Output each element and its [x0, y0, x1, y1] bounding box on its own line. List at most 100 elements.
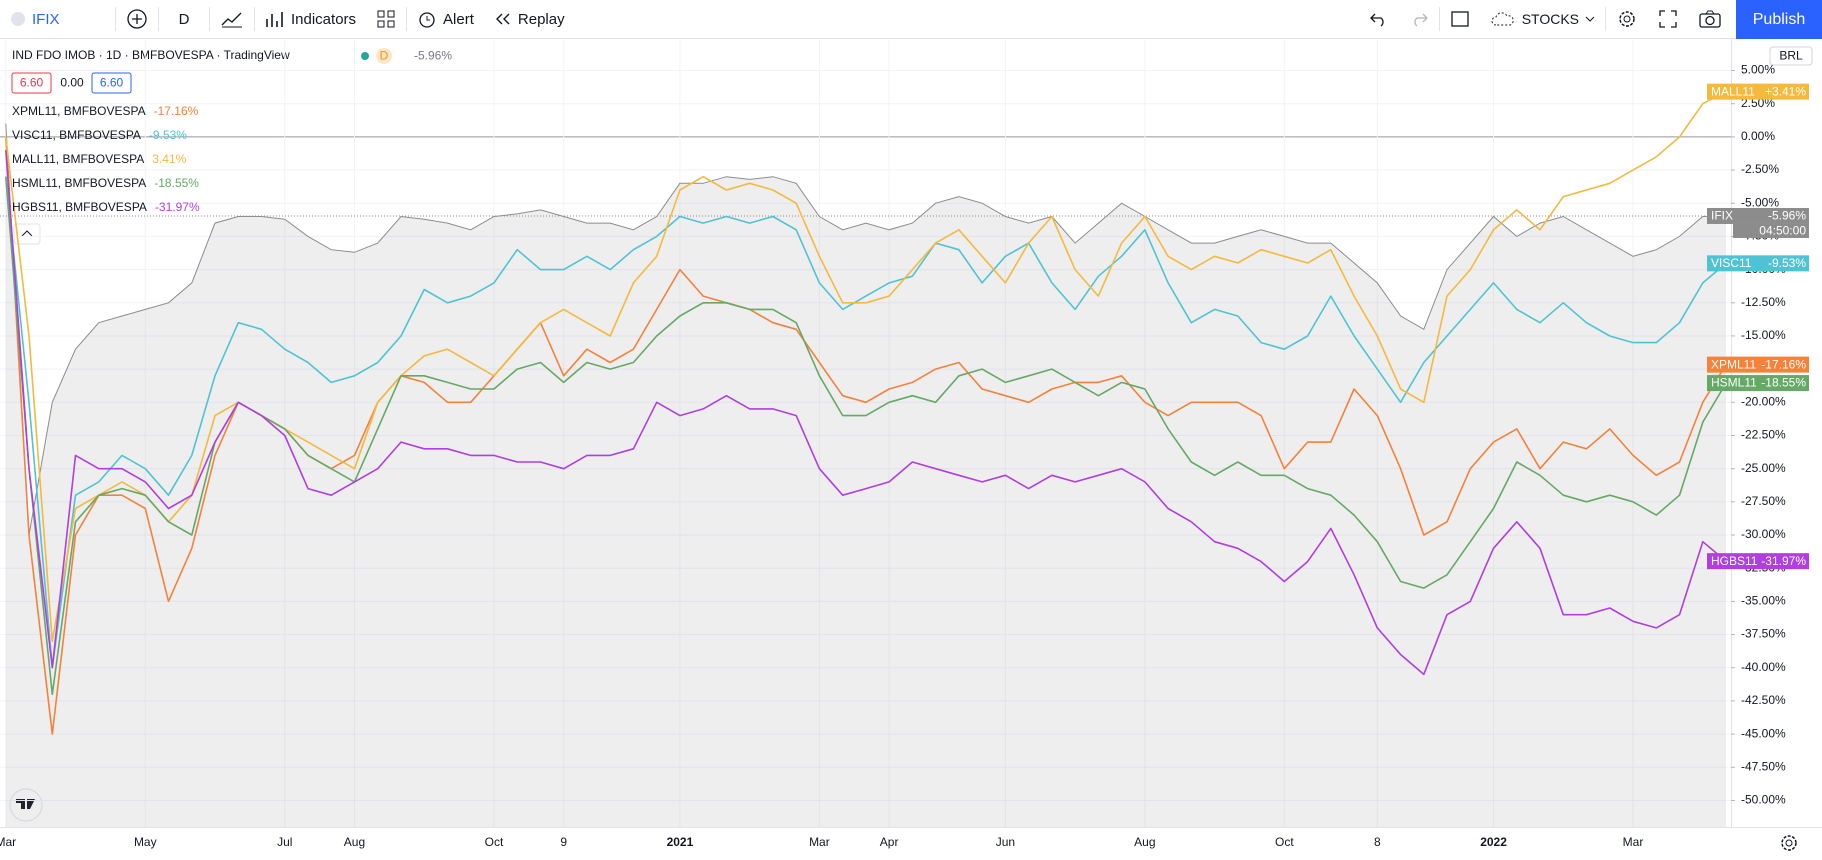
y-tick-label: -12.50% [1741, 295, 1786, 309]
alert-button[interactable]: Alert [407, 0, 484, 39]
series-tag-value: -17.16% [1761, 357, 1806, 371]
publish-button[interactable]: Publish [1736, 0, 1822, 39]
y-tick-label: -40.00% [1741, 660, 1786, 674]
replay-icon [495, 13, 510, 25]
series-tag-name: HSML11 [1711, 376, 1757, 390]
legend-change: -9.53% [149, 128, 187, 142]
x-tick-label: Aug [1134, 835, 1155, 849]
spread: 0.00 [60, 76, 84, 90]
legend-change: -18.55% [154, 176, 199, 190]
y-tick-label: -27.50% [1741, 494, 1786, 508]
axis-settings[interactable] [1781, 835, 1797, 851]
y-tick-label: -42.50% [1741, 693, 1786, 707]
settings-icon [1619, 11, 1635, 27]
price-axis-border [1731, 39, 1732, 827]
collapse-legend[interactable] [13, 223, 41, 245]
compare-icon [127, 9, 147, 29]
legend-change: 3.41% [152, 152, 186, 166]
legend-label: VISC11, BMFBOVESPA [12, 128, 141, 142]
x-tick-label: 2022 [1480, 835, 1507, 849]
legend-label: XPML11, BMFBOVESPA [12, 104, 146, 118]
symbol-search[interactable]: IFIX [0, 0, 115, 39]
logo-mark [16, 799, 35, 809]
y-tick-label: -5.00% [1741, 195, 1779, 209]
legend-change: -17.16% [154, 104, 199, 118]
series-tag-value: +3.41% [1765, 84, 1806, 98]
undo-button[interactable] [1359, 0, 1399, 39]
countdown: 04:50:00 [1759, 224, 1806, 238]
series-line [5, 150, 1727, 676]
series-tag-name: VISC11 [1711, 256, 1752, 270]
series-tag-name: HGBS11 [1711, 554, 1758, 568]
legend-label: HSML11, BMFBOVESPA [12, 176, 146, 190]
settings-button[interactable] [1606, 0, 1648, 39]
layout-toggle[interactable] [1440, 0, 1480, 39]
symbol: IFIX [32, 10, 60, 28]
x-tick-label: Aug [344, 835, 365, 849]
series-tag-value: -18.55% [1761, 376, 1806, 390]
cloud-icon [1491, 12, 1514, 26]
badge-bg [376, 48, 392, 64]
y-tick-label: -20.00% [1741, 394, 1786, 408]
x-tick-label: 9 [560, 835, 567, 849]
status-dot [361, 52, 369, 60]
publish-label: Publish [1752, 10, 1806, 28]
separator [254, 7, 255, 31]
bid: 6.60 [20, 76, 44, 90]
replay-button[interactable]: Replay [484, 0, 575, 39]
series-tag-name: MALL11 [1711, 84, 1755, 98]
legend-label: MALL11, BMFBOVESPA [12, 152, 144, 166]
series-tag-name: XPML11 [1711, 357, 1756, 371]
time-axis-border [0, 827, 1822, 828]
layout-name: STOCKS [1521, 11, 1579, 27]
series-tag-bg [1707, 356, 1809, 373]
series-line [5, 176, 1727, 669]
header-change: -5.96% [414, 49, 452, 63]
series-tag-bg [1707, 375, 1809, 392]
separator [1438, 7, 1440, 31]
fullscreen-button[interactable] [1648, 0, 1688, 39]
y-tick-label: -15.00% [1741, 328, 1786, 342]
redo-button[interactable] [1399, 0, 1439, 39]
interval-button[interactable]: D [159, 0, 209, 39]
y-tick-label: -22.50% [1741, 428, 1786, 442]
indicators-label: Indicators [291, 10, 357, 28]
chart: BRL IND FDO IMOB · 1D · BMFBOVESPA · Tra… [0, 39, 1822, 851]
y-tick-label: -45.00% [1741, 726, 1786, 740]
logo[interactable] [9, 788, 43, 822]
interval: D [178, 10, 190, 28]
separator [406, 7, 408, 31]
y-tick-label: -37.50% [1741, 627, 1786, 641]
legend-change: -31.97% [155, 200, 200, 214]
compare-button[interactable] [116, 0, 158, 39]
chart-title: IND FDO IMOB · 1D · BMFBOVESPA · Trading… [12, 48, 290, 62]
snapshot-button[interactable] [1688, 0, 1732, 39]
layout-menu[interactable]: STOCKS [1480, 0, 1605, 39]
y-tick-label: 5.00% [1741, 63, 1775, 77]
legend-label: HGBS11, BMFBOVESPA [12, 200, 147, 214]
y-tick-label: -35.00% [1741, 594, 1786, 608]
x-tick-label: Jul [277, 835, 292, 849]
benchmark-area [5, 123, 1726, 828]
separator [115, 7, 116, 31]
benchmark-tag-value: -5.96% [1768, 209, 1806, 223]
y-tick-label: -30.00% [1741, 527, 1786, 541]
indicators-button[interactable]: Indicators [255, 0, 366, 39]
series-tag-bg [1707, 255, 1809, 272]
replay-label: Replay [517, 10, 565, 28]
chart-style-button[interactable] [210, 0, 254, 39]
currency-button[interactable] [1769, 46, 1813, 66]
series-line [5, 176, 1727, 696]
camera-icon [1699, 10, 1721, 28]
series-line [5, 90, 1727, 642]
x-tick-label: Oct [1275, 835, 1294, 849]
series-tag-bg [1707, 83, 1809, 100]
chevron [1585, 16, 1595, 22]
y-tick-label: -25.00% [1741, 461, 1786, 475]
separator [209, 7, 210, 31]
templates-button[interactable] [366, 0, 406, 39]
ask: 6.60 [100, 76, 124, 90]
x-tick-label: May [134, 835, 157, 849]
separator [1605, 7, 1606, 31]
